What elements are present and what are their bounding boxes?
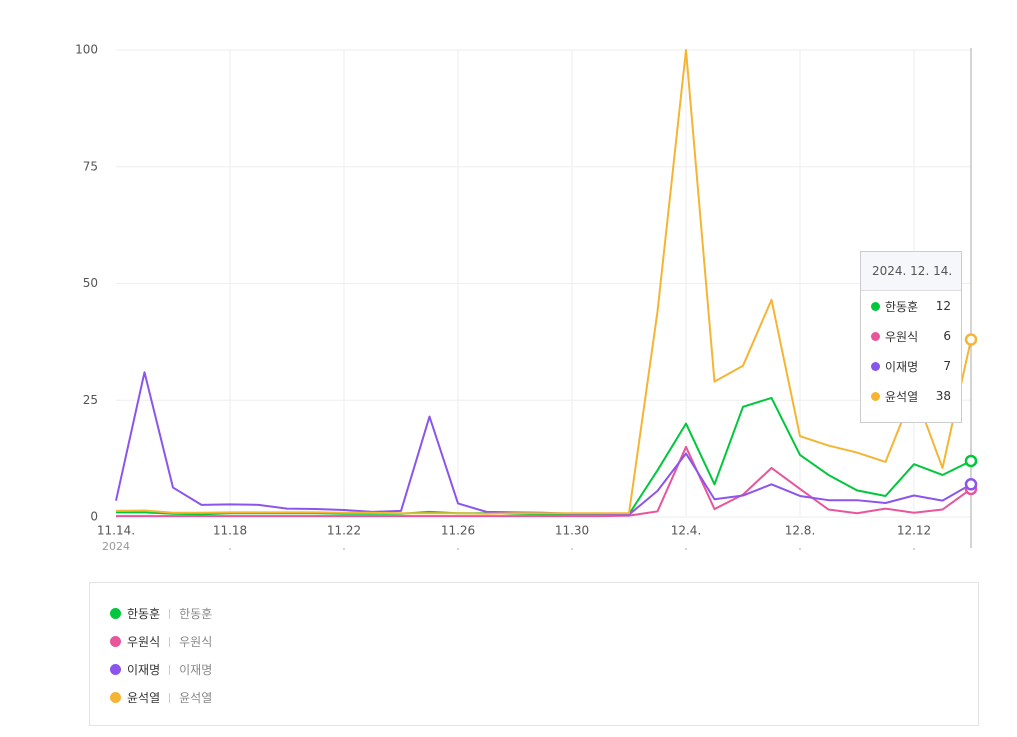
tooltip-row: 윤석열 38 [861,381,961,411]
tooltip-value: 38 [935,389,951,403]
legend-item: 우원식 우원식 [110,633,212,650]
y-tick-label: 75 [83,159,98,173]
legend-item: 윤석열 윤석열 [110,689,212,706]
series-line [115,49,972,515]
x-tick-label: 12.12 [897,524,931,538]
y-tick-label: 25 [83,393,98,407]
tooltip-row: 한동훈 12 [861,291,961,321]
tooltip-name: 한동훈 [885,299,919,314]
series-line [116,445,972,518]
x-tick-label: 12.4. [671,524,702,538]
legend-dot [110,636,121,647]
x-tick-label: 12.8. [785,524,816,538]
series-line [115,371,972,516]
tooltip-value: 7 [943,359,951,373]
legend-dot [110,664,121,675]
tooltip-row: 이재명 7 [861,351,961,381]
legend-keywords: 이재명 [179,663,213,677]
tooltip-dot [871,331,880,341]
y-tick-label: 100 [75,43,98,57]
tooltip-value: 12 [935,299,951,313]
legend-keywords: 한동훈 [179,607,213,621]
legend-separator [169,608,171,619]
legend-item: 이재명 이재명 [110,661,212,678]
legend-name: 윤석열 [127,691,161,705]
tooltip-title: 2024. 12. 14. [861,252,961,291]
tooltip-row: 우원식 6 [861,321,961,351]
tooltip-name: 이재명 [885,359,919,374]
legend-separator [169,664,171,675]
tooltip-name: 우원식 [885,329,919,344]
hover-point [964,333,978,346]
chart: 0 25 50 75 100 11.14. 11.18 11.22 11.26 11.30 12.4… [75,43,978,553]
tooltip-dot [871,301,880,311]
series-line [116,396,972,516]
legend-dot [110,608,121,619]
tooltip-value: 6 [943,329,951,343]
legend-separator [169,692,171,703]
legend-dot [110,692,121,703]
x-tick-label: 11.14. [97,524,135,538]
x-tick-label: 11.22 [327,524,361,538]
y-tick-label: 50 [83,276,98,290]
tooltip-dot [871,361,880,371]
legend-item: 한동훈 한동훈 [110,605,212,622]
hover-point [964,454,978,468]
x-tick-label: 11.18 [213,524,247,538]
tooltip-name: 윤석열 [885,389,919,404]
legend-name: 이재명 [127,663,161,677]
x-tick-label: 11.26 [441,524,475,538]
tooltip-dot [871,391,880,401]
legend-keywords: 윤석열 [179,691,213,705]
legend-name: 한동훈 [127,607,161,621]
x-tick-label: 11.30 [555,524,589,538]
legend-name: 우원식 [127,635,161,649]
y-tick-label: 0 [90,510,98,524]
legend-separator [169,636,171,647]
x-sublabel: 2024 [102,540,130,553]
hover-point [964,478,978,491]
tooltip: 2024. 12. 14. 한동훈 12 우원식 6 이재명 7 윤석열 38 [860,251,962,423]
legend-keywords: 우원식 [179,635,213,649]
